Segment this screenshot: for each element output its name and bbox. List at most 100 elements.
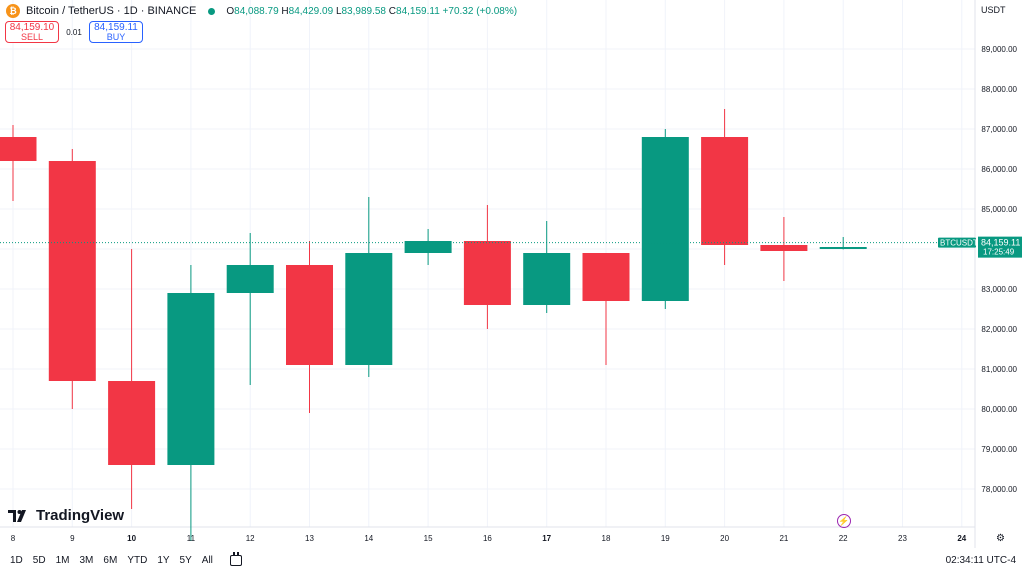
candle[interactable] — [0, 125, 37, 201]
bottom-toolbar: 1D 5D 1M 3M 6M YTD 1Y 5Y All 02:34:11 UTC-4 — [0, 548, 1024, 572]
candle[interactable] — [701, 109, 749, 265]
timeframe-list: 1D 5D 1M 3M 6M YTD 1Y 5Y All — [0, 555, 218, 566]
symbol-title[interactable]: Bitcoin / TetherUS · 1D · BINANCE — [26, 5, 197, 17]
timeframe-button[interactable]: 1Y — [157, 554, 170, 566]
price-tag-countdown: 17:25:49 — [983, 248, 1015, 257]
candle[interactable] — [463, 205, 511, 329]
candle-body — [760, 245, 808, 251]
candle-body — [286, 265, 333, 365]
candle-body — [48, 161, 96, 381]
tradingview-logo-icon — [8, 509, 26, 522]
candle[interactable] — [523, 221, 571, 313]
candle[interactable] — [819, 237, 867, 250]
candle[interactable] — [641, 129, 689, 309]
sell-label: SELL — [20, 32, 44, 42]
sell-button[interactable]: 84,159.10 SELL — [5, 21, 59, 43]
timeframe-button[interactable]: 1M — [55, 554, 70, 566]
x-tick-label: 23 — [898, 534, 907, 543]
tradingview-logo[interactable]: TradingView — [8, 507, 124, 524]
candle[interactable] — [286, 241, 333, 413]
x-tick-label: 22 — [839, 534, 848, 543]
x-tick-label: 18 — [602, 534, 611, 543]
open-label: O — [226, 5, 235, 17]
x-tick-label: 10 — [127, 534, 136, 543]
price-axis: 78,000.00 79,000.00 80,000.00 81,000.00 82,0… — [981, 45, 1017, 494]
candle-body — [108, 381, 156, 465]
candle[interactable] — [345, 197, 393, 377]
x-tick-label: 15 — [424, 534, 433, 543]
x-tick-label: 9 — [70, 534, 75, 543]
candle[interactable] — [760, 217, 808, 281]
price-tag-symbol-bg — [938, 237, 976, 248]
currency-selector[interactable]: USDT — [981, 5, 1006, 15]
x-tick-label: 17 — [542, 534, 551, 543]
x-tick-label: 24 — [957, 534, 966, 543]
sell-price: 84,159.10 — [9, 22, 55, 33]
timeframe-button[interactable]: 5D — [32, 554, 46, 566]
buy-label: BUY — [106, 32, 126, 42]
x-tick-label: 11 — [187, 534, 196, 543]
y-tick-label: 89,000.00 — [981, 45, 1017, 54]
candles — [0, 109, 867, 541]
y-tick-label: 81,000.00 — [981, 365, 1017, 374]
candle[interactable] — [108, 249, 156, 509]
x-tick-label: 19 — [661, 534, 670, 543]
y-tick-label: 87,000.00 — [981, 125, 1017, 134]
close-label: C — [388, 5, 397, 17]
lightning-icon[interactable]: ⚡ — [837, 514, 851, 528]
trade-panel: 84,159.10 SELL 0.01 84,159.11 BUY — [5, 21, 143, 43]
candle-body — [0, 137, 37, 161]
clock[interactable]: 02:34:11 UTC-4 — [945, 554, 1016, 566]
candle[interactable] — [404, 229, 452, 265]
price-tag-symbol: BTCUSDT — [940, 239, 978, 248]
ohlc-values: O84,088.79 H84,429.09 L83,989.58 C84,159… — [226, 6, 517, 17]
buy-price: 84,159.11 — [94, 22, 138, 33]
candle-body — [582, 253, 630, 301]
candle-body — [701, 137, 749, 245]
candlestick-chart[interactable]: 78,000.00 79,000.00 80,000.00 81,000.00 82,0… — [0, 0, 1024, 548]
candle-body — [167, 293, 215, 465]
y-tick-label: 88,000.00 — [981, 85, 1017, 94]
y-tick-label: 83,000.00 — [981, 285, 1017, 294]
candle-body — [463, 241, 511, 305]
y-tick-label: 85,000.00 — [981, 205, 1017, 214]
candle[interactable] — [226, 233, 274, 385]
low-value: 83,989.58 — [341, 5, 387, 17]
market-status-dot — [208, 7, 216, 15]
y-tick-label: 80,000.00 — [981, 405, 1017, 414]
price-tag-bg — [978, 236, 1022, 258]
last-price-tag: BTCUSDT 84,159.11 17:25:49 — [938, 236, 1022, 258]
symbol-header: ₿ Bitcoin / TetherUS · 1D · BINANCE O84,… — [6, 4, 517, 18]
x-tick-label: 16 — [483, 534, 492, 543]
candle-body — [226, 265, 274, 293]
timeframe-button[interactable]: 3M — [79, 554, 94, 566]
timeframe-button[interactable]: 1D — [10, 554, 23, 566]
candle-body — [404, 241, 452, 253]
bitcoin-icon: ₿ — [6, 4, 20, 18]
candle[interactable] — [582, 253, 630, 365]
y-tick-label: 82,000.00 — [981, 325, 1017, 334]
y-tick-label: 79,000.00 — [981, 445, 1017, 454]
candle[interactable] — [48, 149, 96, 409]
x-tick-label: 13 — [305, 534, 314, 543]
y-tick-label: 86,000.00 — [981, 165, 1017, 174]
timeframe-button[interactable]: 5Y — [179, 554, 192, 566]
timeframe-button[interactable]: All — [201, 554, 213, 566]
lot-size[interactable]: 0.01 — [66, 27, 82, 37]
close-value: 84,159.11 — [396, 5, 440, 17]
calendar-icon[interactable] — [229, 551, 242, 566]
x-tick-label: 8 — [11, 534, 16, 543]
timeframe-button[interactable]: 6M — [103, 554, 118, 566]
gear-icon[interactable]: ⚙ — [996, 533, 1005, 544]
x-tick-label: 14 — [364, 534, 373, 543]
open-value: 84,088.79 — [234, 5, 279, 17]
y-tick-label: 78,000.00 — [981, 485, 1017, 494]
x-tick-label: 20 — [720, 534, 729, 543]
change-value: +70.32 (+0.08%) — [442, 5, 518, 17]
tradingview-logo-text: TradingView — [36, 507, 125, 524]
candle[interactable] — [167, 265, 215, 541]
candle-body — [641, 137, 689, 301]
timeframe-button[interactable]: YTD — [127, 554, 148, 566]
low-label: L — [335, 5, 342, 17]
buy-button[interactable]: 84,159.11 BUY — [89, 21, 143, 43]
